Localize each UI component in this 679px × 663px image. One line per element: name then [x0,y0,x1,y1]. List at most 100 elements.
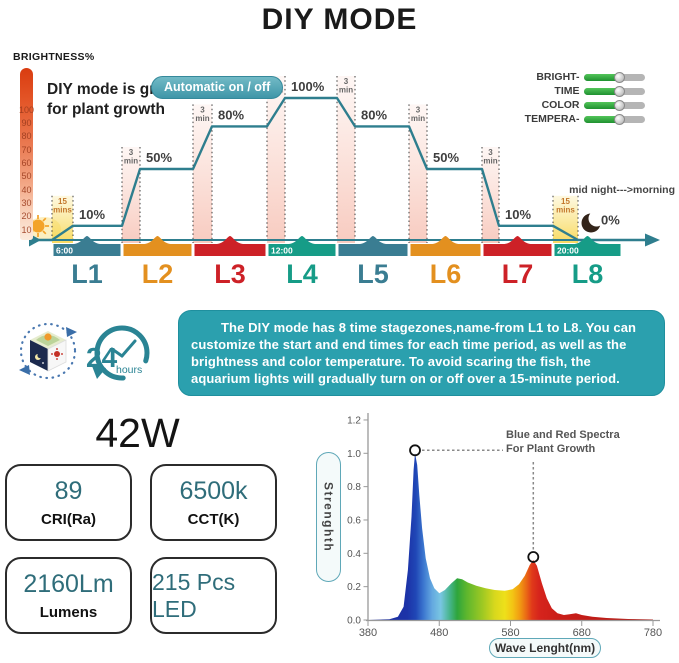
brightness-scale-tick: 80 [21,131,32,142]
stage-label: L2 [142,259,174,289]
slider-temperature-label: TEMPERA- [524,113,580,125]
brightness-level-label: 0% [601,213,620,228]
ramp-duration-unit: mins [53,205,72,214]
ramp-duration-unit: min [483,157,497,166]
tagline-line2: for plant growth [47,100,165,118]
spec-caption-cct: CCT(K) [187,511,240,528]
brightness-scale-tick: 20 [21,211,32,222]
stage-bar [338,244,408,256]
description-text: The DIY mode has 8 time stagezones,name-… [191,320,637,387]
y-tick-label: 0.2 [347,582,361,593]
ramp-duration-unit: min [339,86,353,95]
stage-bar [268,244,336,256]
stage-bar-crest [74,236,100,244]
stage-start-time: 20:00 [557,246,579,256]
stage-bar [194,244,266,256]
strength-axis-pill: Strenghth [316,452,341,582]
spectrum-area-group: 0.0 0.2 0.4 0.6 0.8 1.0 1.2 380 480 580 680 780 [347,413,662,639]
y-tick-label: 1.2 [347,415,361,426]
blue-peak-marker [409,444,421,457]
slider-time-label: TIME [554,85,580,97]
ramp-duration-value: 3 [129,148,134,157]
spec-caption-lumens: Lumens [39,604,98,621]
stage-bar-crest [574,236,601,244]
24-hours-clock-icon: 24 hours [86,325,150,381]
stage-label: L4 [286,259,318,289]
transition-dotted-group [51,76,579,243]
transition-shade [553,195,578,243]
brightness-scale-thermometer: 100 90 80 70 60 50 40 30 20 10 [19,68,34,240]
y-tick-label: 0.0 [347,616,361,627]
spec-value-cri: 89 [54,477,83,505]
stage-label: L5 [357,259,389,289]
brightness-scale-tick: 90 [21,117,32,128]
brightness-level-label: 50% [146,150,172,165]
x-tick-label: 380 [359,627,377,639]
stage-bar [483,244,552,256]
ramp-duration-unit: min [411,114,425,123]
brightness-scale-tick: 70 [21,144,32,155]
brightness-scale-tick: 60 [21,157,32,168]
transition-shade [193,104,212,244]
slider-fill [583,87,621,95]
day-night-cycle-icon [19,322,77,380]
slider-track [583,113,645,125]
y-tick-label: 0.6 [347,515,361,526]
slider-track [583,71,645,83]
spec-card-led-count: 215 Pcs LED [150,557,277,634]
spectrum-chart: 0.0 0.2 0.4 0.6 0.8 1.0 1.2 380 480 580 680 780 [347,413,662,639]
x-tick-label: 480 [430,627,448,639]
spectrum-annotation-line1: Blue and Red Spectra [506,429,620,441]
brightness-scale-tick: 30 [21,197,32,208]
spec-card-cri: 89 CRI(Ra) [5,464,132,541]
page-title: DIY MODE [261,3,418,36]
x-tick-label: 780 [644,627,662,639]
ramp-duration-value: 3 [200,105,205,114]
stage-bar [410,244,481,256]
ramp-duration-value: 3 [344,77,349,86]
slider-fill [583,101,621,109]
red-peak-marker [527,551,540,563]
brightness-level-label: 80% [218,107,244,122]
moon-icon [581,210,605,233]
stage-bar [53,244,121,256]
slider-row-color: COLOR [518,98,645,112]
slider-track [583,99,645,111]
ramp-duration-value: 3 [488,148,493,157]
brightness-curve [33,96,645,242]
y-tick-label: 0.4 [347,549,361,560]
stage-label: L7 [502,259,534,289]
stage-bar-crest [360,236,386,244]
description-panel: The DIY mode has 8 time stagezones,name-… [178,310,665,396]
tagline: DIY mode is great for plant growth [47,80,178,119]
stage-bar-crest [504,236,531,244]
slider-knob [613,71,625,83]
slider-row-time: TIME [518,84,645,98]
ramp-duration-unit: mins [556,205,575,214]
automatic-on-off-badge: Automatic on / off [151,76,284,99]
slider-brightness-label: BRIGHT- [536,71,580,83]
spec-value-led-count: 215 Pcs LED [152,568,236,622]
y-tick-label: 1.0 [347,449,361,460]
stage-label: L6 [430,259,462,289]
midnight-morning-note: mid night--->morning [569,184,675,196]
spectrum-area [368,453,653,620]
slider-knob [613,113,625,125]
y-tick-label: 0.8 [347,482,361,493]
sun-icon [27,215,49,237]
brightness-axis-label: BRIGHTNESS% [13,51,95,63]
24-hours-value: 24 [86,342,118,373]
spec-value-lumens: 2160Lm [23,570,114,598]
slider-fill [583,73,621,81]
slider-color-label: COLOR [541,99,580,111]
ramp-duration-unit: min [124,157,138,166]
adjustment-sliders-panel: BRIGHT- TIME COLOR TEMPERA- [518,70,645,126]
brightness-curve-group [33,96,645,242]
stage-bar [554,244,621,256]
stage-bar [123,244,192,256]
transition-shade [52,195,73,243]
slider-row-brightness: BRIGHT- [518,70,645,84]
axis-arrow-icon [645,233,660,247]
